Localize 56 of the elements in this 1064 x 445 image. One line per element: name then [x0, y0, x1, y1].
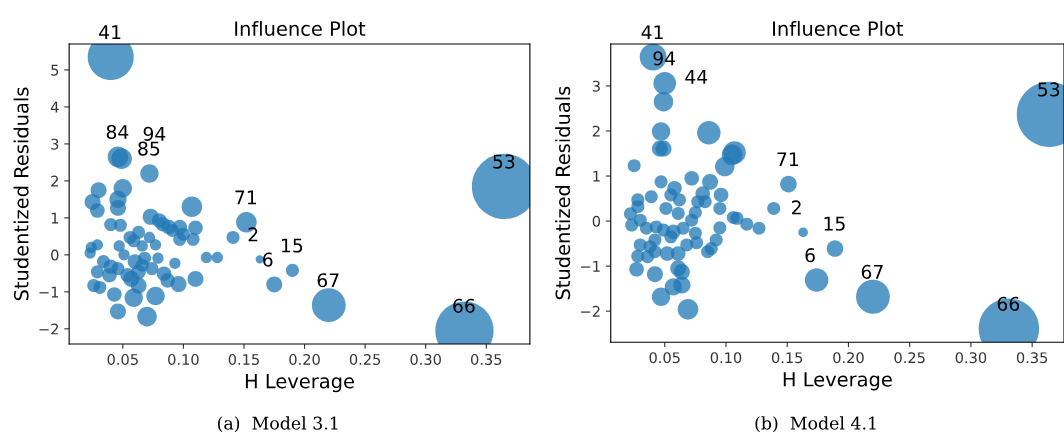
- x-axis-title: H Leverage: [245, 373, 354, 393]
- annotation: 85: [138, 141, 160, 156]
- annotation: 67: [317, 273, 339, 288]
- y-tick-label: −2: [39, 323, 58, 335]
- annotation: 41: [641, 25, 663, 40]
- x-tick-label: 0.35: [470, 353, 502, 365]
- chart-title: Influence Plot: [773, 20, 904, 36]
- x-tick-label: 0.35: [1016, 352, 1048, 364]
- y-tick-label: 2: [51, 175, 58, 187]
- annotation: 6: [263, 252, 273, 267]
- annotation: 71: [235, 190, 257, 205]
- x-tick-label: 0.10: [710, 352, 742, 364]
- annotation: 6: [805, 248, 815, 263]
- x-tick-label: 0.20: [289, 353, 320, 365]
- annotation: 84: [106, 124, 129, 140]
- y-tick-label: −2: [581, 305, 600, 317]
- annotation: 15: [824, 216, 845, 231]
- annotation: 53: [493, 154, 515, 169]
- annotation: 15: [281, 238, 303, 253]
- x-tick-label: 0.25: [894, 352, 925, 364]
- annotation: 71: [777, 152, 799, 167]
- x-tick-label: 0.25: [349, 353, 381, 365]
- x-tick-label: 0.30: [955, 352, 987, 364]
- text: (b) Model 4.1: [755, 416, 876, 433]
- x-tick-label: 0.30: [410, 353, 441, 365]
- x-tick-label: 0.15: [771, 352, 803, 364]
- annotation: 53: [1038, 82, 1060, 97]
- y-axis-title: Studentized Residuals: [555, 86, 571, 300]
- x-tick-label: 0.20: [833, 352, 864, 364]
- y-tick-label: 3: [592, 80, 600, 92]
- y-tick-label: −1: [581, 261, 600, 272]
- x-tick-label: 0.15: [228, 353, 259, 365]
- x-axis-title: H Leverage: [783, 372, 892, 391]
- x-tick-label: 0.10: [168, 353, 199, 365]
- y-tick-label: 4: [50, 101, 59, 113]
- annotation: 94: [143, 126, 166, 141]
- y-axis-title: Studentized Residuals: [13, 87, 29, 301]
- annotation: 66: [453, 298, 475, 313]
- x-tick-label: 0.05: [107, 353, 138, 365]
- x-tick-label: 0.05: [649, 352, 680, 364]
- annotation: 67: [861, 264, 883, 279]
- annotation: 2: [792, 200, 801, 215]
- annotation: 44: [685, 69, 708, 84]
- text: (a) Model 3.1: [217, 416, 338, 433]
- chart-title: Influence Plot: [235, 20, 366, 36]
- y-tick-label: −1: [39, 286, 59, 298]
- y-tick-label: 1: [51, 212, 59, 224]
- y-tick-label: 0: [592, 215, 601, 227]
- y-tick-label: 5: [51, 64, 59, 76]
- y-tick-label: 0: [51, 249, 59, 261]
- y-tick-label: 3: [51, 138, 59, 150]
- annotation: 41: [99, 25, 121, 39]
- annotation: 66: [997, 296, 1020, 311]
- y-tick-label: 1: [593, 170, 600, 182]
- annotation: 2: [248, 227, 258, 242]
- y-tick-label: 2: [592, 125, 600, 137]
